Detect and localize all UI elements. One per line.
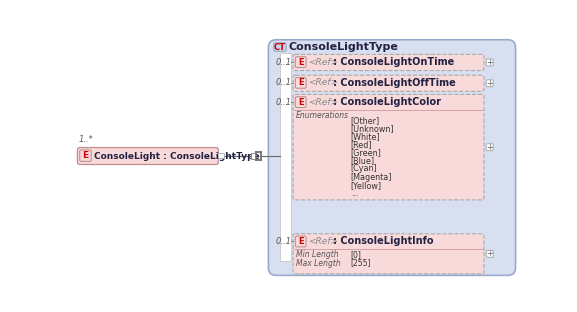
Text: E: E (83, 151, 88, 160)
Text: ...: ... (351, 189, 358, 198)
FancyBboxPatch shape (295, 77, 306, 88)
FancyBboxPatch shape (80, 150, 91, 161)
Text: +: + (486, 249, 493, 258)
FancyBboxPatch shape (486, 144, 493, 151)
Text: +: + (486, 79, 493, 88)
Text: [White]: [White] (351, 132, 380, 141)
Text: Max Length: Max Length (296, 259, 341, 268)
FancyBboxPatch shape (268, 40, 515, 275)
Text: [Other]: [Other] (351, 116, 380, 125)
Text: : ConsoleLightColor: : ConsoleLightColor (333, 97, 441, 107)
Text: E: E (298, 237, 304, 246)
Text: <Ref>: <Ref> (309, 237, 338, 246)
FancyBboxPatch shape (293, 234, 484, 274)
FancyBboxPatch shape (273, 43, 286, 51)
Text: ConsoleLight : ConsoleLightType: ConsoleLight : ConsoleLightType (93, 152, 259, 160)
Text: ConsoleLightType: ConsoleLightType (288, 42, 398, 52)
Text: +: + (486, 143, 493, 152)
Text: [Cyan]: [Cyan] (351, 164, 377, 173)
FancyBboxPatch shape (295, 97, 306, 108)
Text: 0..1: 0..1 (276, 78, 292, 87)
FancyBboxPatch shape (295, 57, 306, 67)
FancyBboxPatch shape (486, 59, 493, 66)
Text: [Green]: [Green] (351, 148, 381, 157)
Text: [Red]: [Red] (351, 140, 372, 149)
FancyBboxPatch shape (293, 75, 484, 91)
Text: : ConsoleLightInfo: : ConsoleLightInfo (333, 236, 433, 246)
Text: [Magenta]: [Magenta] (351, 173, 392, 182)
FancyBboxPatch shape (293, 54, 484, 71)
Text: +: + (486, 58, 493, 67)
Text: E: E (298, 78, 304, 87)
FancyBboxPatch shape (486, 250, 493, 257)
FancyBboxPatch shape (295, 236, 306, 247)
Text: E: E (298, 58, 304, 66)
Text: 0..1: 0..1 (276, 58, 292, 66)
Text: [Unknown]: [Unknown] (351, 124, 395, 133)
Text: CT: CT (274, 42, 286, 51)
Text: [255]: [255] (351, 259, 371, 268)
Text: 0..1: 0..1 (276, 237, 292, 246)
Text: [Blue]: [Blue] (351, 156, 375, 165)
Text: Enumerations: Enumerations (296, 111, 349, 120)
FancyBboxPatch shape (77, 148, 218, 164)
Text: <Ref>: <Ref> (309, 58, 338, 66)
Text: E: E (298, 98, 304, 107)
Text: [0]: [0] (351, 250, 362, 259)
Text: 0..1: 0..1 (276, 98, 292, 107)
Text: [Yellow]: [Yellow] (351, 181, 382, 190)
Text: Min Length: Min Length (296, 250, 339, 259)
Text: <Ref>: <Ref> (309, 98, 338, 107)
FancyBboxPatch shape (486, 80, 493, 87)
Text: : ConsoleLightOffTime: : ConsoleLightOffTime (333, 78, 456, 88)
Bar (280, 53, 291, 261)
Text: : ConsoleLightOnTime: : ConsoleLightOnTime (333, 57, 454, 67)
Text: 1..*: 1..* (79, 135, 94, 144)
Text: <Ref>: <Ref> (309, 78, 338, 87)
Bar (218, 153, 224, 158)
FancyBboxPatch shape (293, 95, 484, 200)
Bar (250, 153, 255, 159)
